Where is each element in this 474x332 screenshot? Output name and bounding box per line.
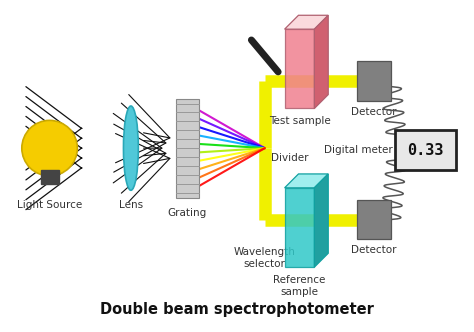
Text: Double beam spectrophotometer: Double beam spectrophotometer: [100, 302, 374, 317]
FancyBboxPatch shape: [357, 61, 391, 101]
FancyBboxPatch shape: [284, 29, 314, 109]
Text: Grating: Grating: [168, 208, 207, 218]
Circle shape: [22, 121, 77, 176]
Text: Test sample: Test sample: [269, 117, 330, 126]
FancyBboxPatch shape: [284, 188, 314, 267]
FancyBboxPatch shape: [41, 170, 58, 184]
Text: Detector: Detector: [351, 245, 397, 255]
Text: Detector: Detector: [351, 107, 397, 117]
Text: Light Source: Light Source: [17, 200, 82, 210]
Text: Lens: Lens: [119, 200, 143, 210]
Text: Wavelength
selector: Wavelength selector: [234, 247, 296, 269]
Polygon shape: [284, 15, 328, 29]
FancyBboxPatch shape: [357, 200, 391, 239]
Text: 0.33: 0.33: [407, 143, 444, 158]
FancyBboxPatch shape: [395, 130, 456, 170]
Text: Reference
sample: Reference sample: [273, 275, 326, 297]
Polygon shape: [284, 174, 328, 188]
Polygon shape: [314, 15, 328, 109]
Text: Digital meter: Digital meter: [324, 145, 392, 155]
FancyBboxPatch shape: [175, 99, 200, 198]
Text: Divider: Divider: [271, 153, 308, 163]
Ellipse shape: [123, 106, 138, 190]
Polygon shape: [314, 174, 328, 267]
